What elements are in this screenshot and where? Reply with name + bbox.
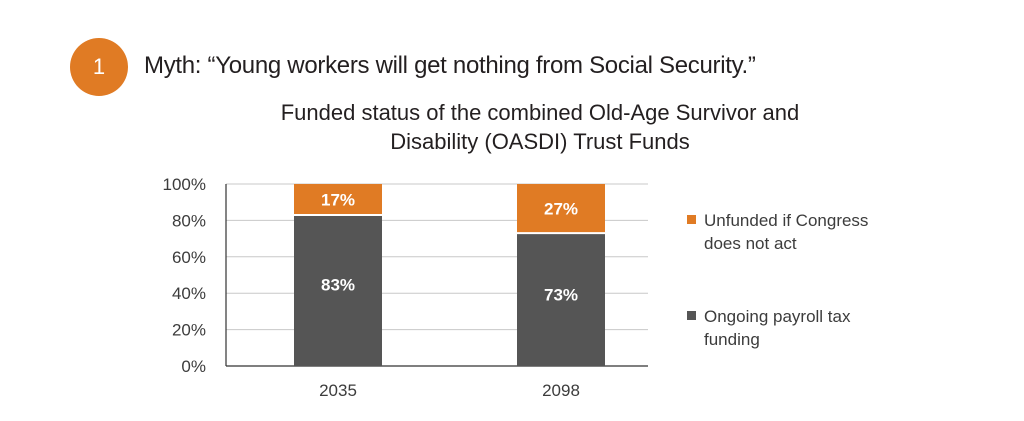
legend-item: Unfunded if Congress does not act <box>687 211 868 253</box>
chart-title-line-1: Funded status of the combined Old-Age Su… <box>280 100 800 125</box>
legend-swatch <box>687 311 696 320</box>
bar-value-label: 83% <box>321 275 355 294</box>
bar-value-label: 17% <box>321 190 355 209</box>
legend-label: Unfunded if Congress <box>704 211 868 230</box>
x-axis-ticks: 2035 2098 <box>319 381 580 400</box>
bar-value-label: 73% <box>544 285 578 304</box>
legend-item: Ongoing payroll tax funding <box>687 307 851 349</box>
bars: 83% 17% 73% 27% <box>294 184 605 366</box>
y-tick-label: 40% <box>172 284 206 303</box>
legend-label: Ongoing payroll tax <box>704 307 851 326</box>
chart-title-line-2: Disability (OASDI) Trust Funds <box>390 129 690 154</box>
badge-number: 1 <box>92 54 106 79</box>
bar-segment <box>517 184 605 234</box>
bar-value-label: 27% <box>544 200 578 219</box>
number-badge: 1 <box>70 38 128 96</box>
bar-segment <box>294 184 382 215</box>
y-tick-label: 60% <box>172 248 206 267</box>
legend-swatch <box>687 215 696 224</box>
x-tick-label: 2098 <box>542 381 580 400</box>
x-tick-label: 2035 <box>319 381 357 400</box>
y-tick-label: 80% <box>172 211 206 230</box>
y-tick-label: 0% <box>181 357 206 376</box>
y-tick-label: 20% <box>172 321 206 340</box>
chart-title: Funded status of the combined Old-Age Su… <box>220 98 860 156</box>
legend: Unfunded if Congress does not act Ongoing … <box>687 211 868 349</box>
bar-segment <box>517 233 605 366</box>
myth-heading: Myth: “Young workers will get nothing fr… <box>144 52 756 79</box>
legend-label: does not act <box>704 234 797 253</box>
y-tick-label: 100% <box>163 175 206 194</box>
legend-label: funding <box>704 330 760 349</box>
bar-segment <box>294 214 382 366</box>
y-axis-ticks: 0% 20% 40% 60% 80% 100% <box>163 175 206 376</box>
